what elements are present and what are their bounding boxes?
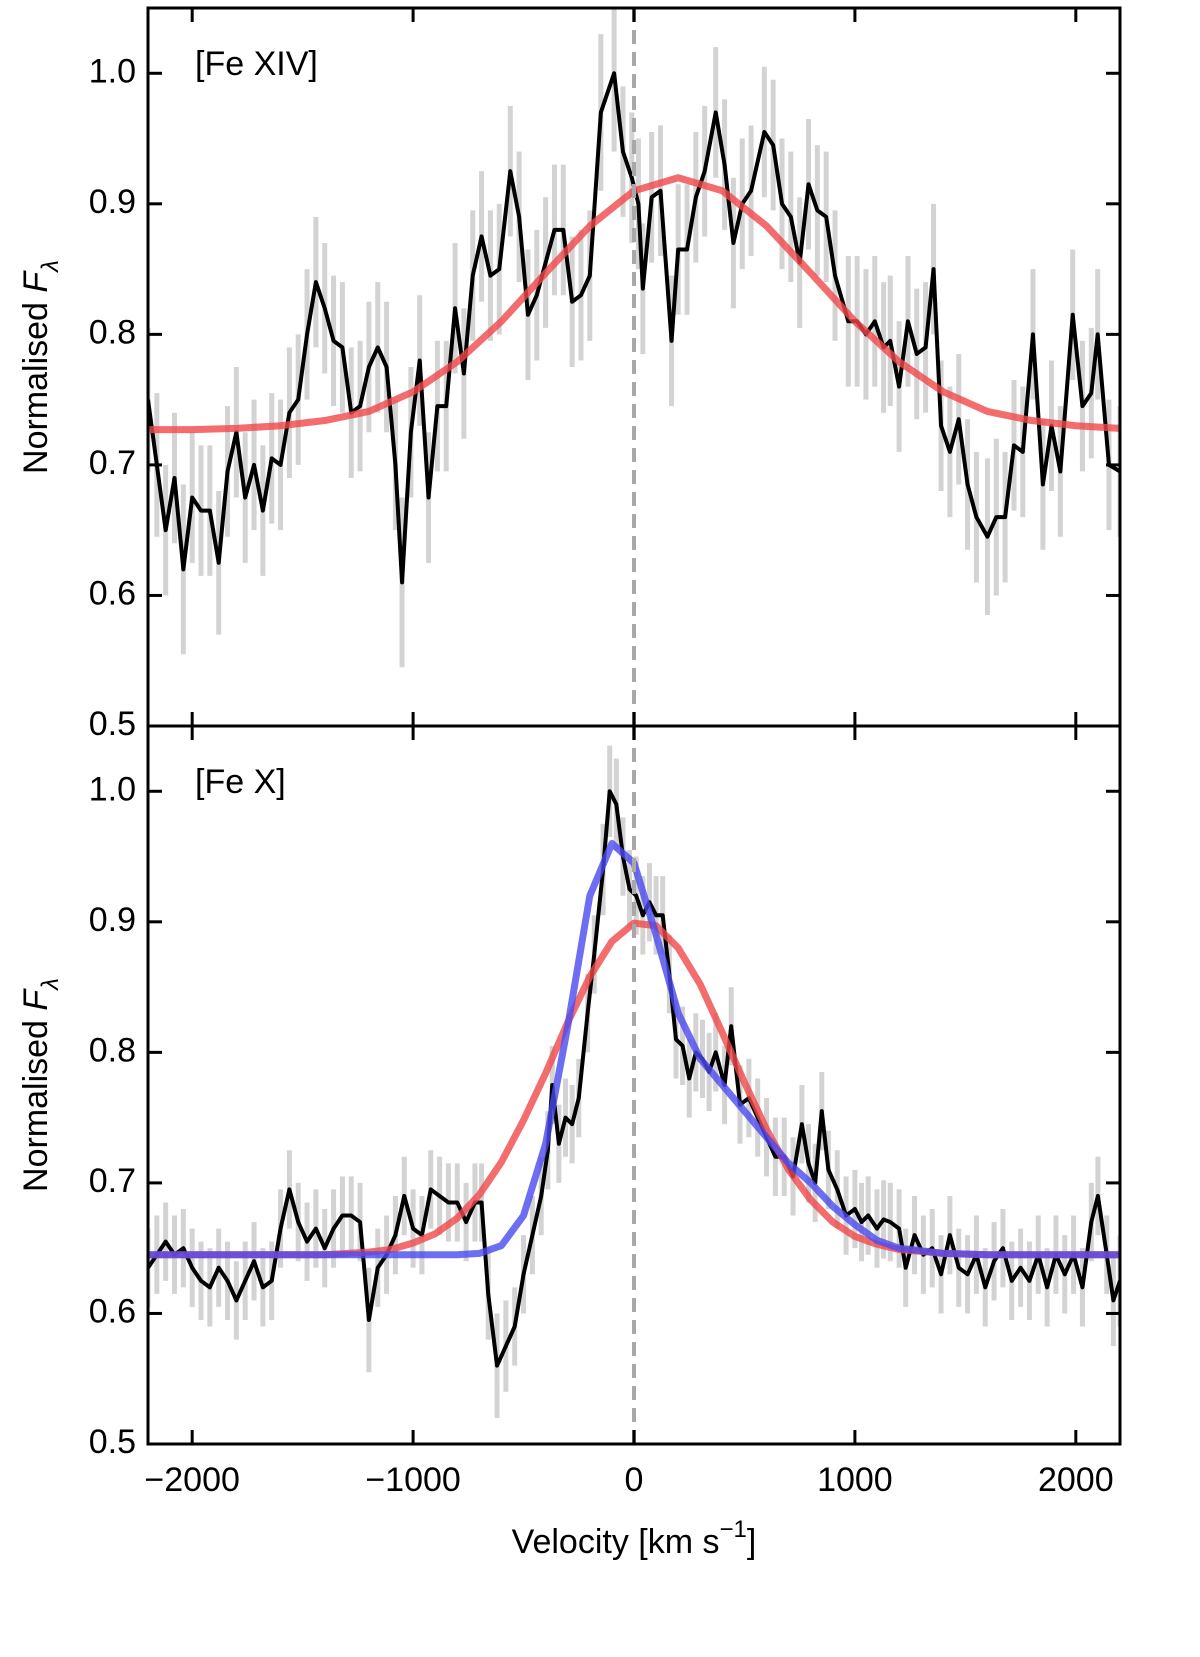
x-label-superscript: −1 xyxy=(720,1516,747,1543)
x-tick-label: −1000 xyxy=(365,1461,461,1499)
x-axis-label: Velocity [km s−1] xyxy=(512,1516,757,1561)
y-axis-label: Normalised Fλ xyxy=(17,978,64,1192)
y-tick-label: 0.8 xyxy=(89,313,136,351)
panel-label: [Fe X] xyxy=(195,763,286,801)
plot-area xyxy=(148,745,1120,1418)
y-tick-label: 0.6 xyxy=(89,574,136,612)
y-tick-label: 0.7 xyxy=(89,1162,136,1200)
y-label-subscript: λ xyxy=(37,260,64,274)
y-tick-label: 0.5 xyxy=(89,705,136,743)
y-tick-label: 0.7 xyxy=(89,444,136,482)
y-label-text: Normalised xyxy=(17,1011,55,1192)
panel-label: [Fe XIV] xyxy=(195,45,318,83)
x-label-text: Velocity [km s xyxy=(512,1523,720,1561)
y-tick-label: 0.9 xyxy=(89,901,136,939)
y-tick-label: 0.8 xyxy=(89,1031,136,1069)
y-tick-label: 1.0 xyxy=(89,770,136,808)
y-label-symbol: F xyxy=(17,988,55,1011)
x-tick-label: 2000 xyxy=(1038,1461,1114,1499)
y-label-symbol: F xyxy=(17,270,55,293)
data-line xyxy=(148,789,1120,1368)
y-label-subscript: λ xyxy=(37,978,64,992)
y-axis-label: Normalised Fλ xyxy=(17,260,64,474)
y-tick-label: 1.0 xyxy=(89,52,136,90)
x-tick-label: 1000 xyxy=(817,1461,893,1499)
y-label-text: Normalised xyxy=(17,293,55,474)
x-tick-label: −2000 xyxy=(144,1461,240,1499)
data-line xyxy=(148,71,1120,585)
y-tick-label: 0.9 xyxy=(89,183,136,221)
y-tick-label: 0.5 xyxy=(89,1423,136,1461)
x-tick-label: 0 xyxy=(625,1461,644,1499)
x-label-close: ] xyxy=(747,1523,756,1561)
y-tick-label: 0.6 xyxy=(89,1292,136,1330)
